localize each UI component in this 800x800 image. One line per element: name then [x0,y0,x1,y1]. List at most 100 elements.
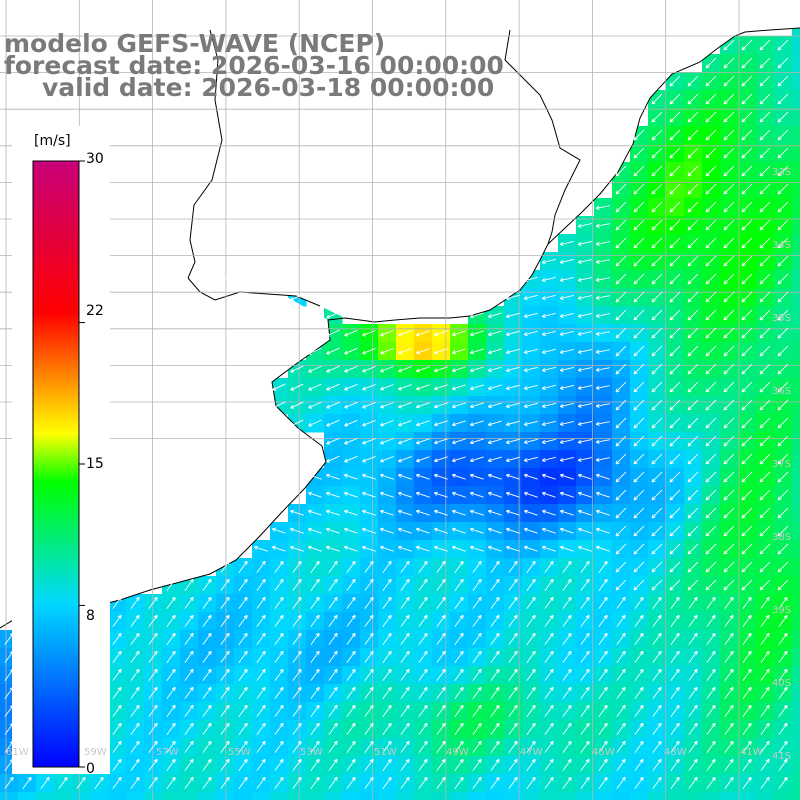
wind-arrow [778,758,788,771]
wind-speed-cell [792,180,800,199]
wind-arrow [615,489,627,501]
wind-arrow [541,276,556,282]
wind-arrow [777,543,789,555]
wind-arrow [562,650,572,663]
wind-arrow [651,525,663,537]
wind-arrow [688,614,698,627]
wind-arrow [688,776,698,789]
wind-arrow [472,632,482,645]
wind-arrow [472,596,482,609]
wind-speed-cell [306,792,325,800]
wind-arrow [541,330,556,336]
wind-arrow [723,93,735,105]
wind-arrow [580,740,590,753]
wind-arrow [254,545,268,552]
wind-arrow [526,596,536,609]
wind-arrow [759,327,771,339]
wind-arrow [326,509,340,516]
wind-arrow [669,273,681,285]
wind-arrow [560,491,574,498]
wind-arrow [526,758,536,771]
wind-arrow [523,420,538,427]
wind-arrow [633,381,645,393]
wind-arrow [687,417,699,429]
wind-arrow [362,437,376,445]
wind-arrow [705,111,717,123]
wind-arrow [400,560,410,573]
wind-arrow [705,201,717,213]
wind-arrow [633,561,645,573]
wind-arrow [777,75,789,87]
wind-arrow [452,348,466,355]
wind-arrow [724,686,734,699]
wind-arrow [759,399,771,411]
wind-arrow [328,686,338,699]
wind-arrow [580,776,590,789]
wind-arrow [490,758,500,771]
wind-arrow [434,348,448,355]
wind-arrow [705,453,717,465]
wind-speed-cell [666,792,685,800]
wind-arrow [651,237,663,249]
wind-speed-cell [792,666,800,685]
wind-arrow [777,165,789,177]
wind-arrow [310,596,320,609]
wind-arrow [577,295,592,300]
wind-arrow [562,560,572,573]
wind-arrow [633,255,645,267]
title-valid-date: valid date: 2026-03-18 00:00:00 [42,73,495,102]
wind-arrow [542,473,556,480]
wind-speed-cell [792,432,800,451]
wind-arrow [382,776,392,789]
wind-speed-cell [792,468,800,487]
wind-arrow [398,330,412,337]
wind-arrow [256,740,266,753]
wind-arrow [652,668,662,681]
wind-arrow [777,435,789,447]
wind-arrow [238,596,248,609]
wind-arrow [777,237,789,249]
wind-arrow [274,722,284,735]
wind-arrow [328,650,338,663]
wind-arrow [469,384,484,391]
wind-arrow [148,776,158,789]
wind-arrow [290,545,304,552]
wind-arrow [777,255,789,267]
wind-arrow [416,402,430,409]
wind-arrow [562,668,572,681]
wind-arrow [544,668,554,681]
wind-arrow [382,686,392,699]
wind-arrow [541,366,556,372]
wind-arrow [328,722,338,735]
wind-arrow [202,632,212,645]
wind-arrow [344,365,358,373]
wind-arrow [308,473,322,480]
wind-arrow [523,348,538,355]
wind-speed-cell [702,792,721,800]
wind-arrow [452,438,466,445]
wind-arrow [112,740,122,753]
wind-arrow [469,348,484,355]
wind-arrow [759,93,771,105]
wind-arrow [308,383,322,391]
wind-arrow [706,704,716,717]
wind-arrow [559,349,574,354]
wind-arrow [741,363,753,375]
wind-arrow [274,686,284,699]
wind-speed-cell [18,792,37,800]
wind-arrow [310,578,320,591]
wind-arrow [577,223,592,228]
wind-arrow [595,205,610,210]
wind-arrow [633,309,645,321]
wind-arrow [418,560,428,573]
wind-arrow [759,489,771,501]
wind-arrow [488,527,502,534]
wind-arrow [652,632,662,645]
wind-speed-cell [180,792,199,800]
wind-arrow [526,704,536,717]
wind-arrow [759,381,771,393]
wind-arrow [616,704,626,717]
wind-arrow [382,758,392,771]
wind-arrow [633,435,645,447]
wind-arrow [400,686,410,699]
